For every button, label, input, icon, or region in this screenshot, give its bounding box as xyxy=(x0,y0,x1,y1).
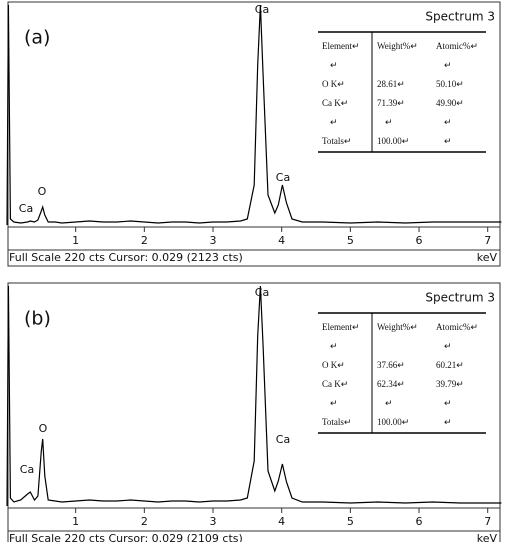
spectrum-line xyxy=(6,4,502,226)
table-header: Weight%↵ xyxy=(377,322,418,332)
x-tick-label: 5 xyxy=(347,515,354,528)
table-cell: ↵ xyxy=(385,117,393,127)
footer: Full Scale 220 cts Cursor: 0.029 (2109 c… xyxy=(9,532,243,542)
x-tick-label: 6 xyxy=(416,234,423,247)
spectrum-title: Spectrum 3 xyxy=(425,291,495,305)
table-cell: 50.10↵ xyxy=(436,79,464,89)
table-header: Atomic%↵ xyxy=(436,41,478,51)
table-cell: 37.66↵ xyxy=(377,360,405,370)
table-cell: ↵ xyxy=(444,398,452,408)
x-tick-label: 4 xyxy=(278,234,285,247)
x-tick-label: 4 xyxy=(278,515,285,528)
table-cell: 49.90↵ xyxy=(436,98,464,108)
table-cell: 62.34↵ xyxy=(377,379,405,389)
x-tick-label: 2 xyxy=(141,234,148,247)
table-cell: ↵ xyxy=(385,398,393,408)
x-tick-label: 2 xyxy=(141,515,148,528)
x-axis-label: keV xyxy=(477,251,498,264)
table-cell: 28.61↵ xyxy=(377,79,405,89)
table-cell: 71.39↵ xyxy=(377,98,405,108)
peak-label: Ca xyxy=(255,286,269,299)
table-bg xyxy=(318,32,486,152)
peak-label: O xyxy=(38,185,47,198)
table-cell: ↵ xyxy=(330,341,338,351)
peak-label: O xyxy=(39,422,48,435)
table-header: Element↵ xyxy=(322,322,360,332)
panel-label: (b) xyxy=(24,308,51,330)
panel-label: (a) xyxy=(24,27,50,49)
peak-label: Ca xyxy=(19,202,33,215)
x-tick-label: 3 xyxy=(210,234,217,247)
x-tick-label: 1 xyxy=(72,515,79,528)
table-header: Atomic%↵ xyxy=(436,322,478,332)
table-cell: Totals↵ xyxy=(322,417,351,427)
peak-label: Ca xyxy=(255,3,269,16)
table-cell: 39.79↵ xyxy=(436,379,464,389)
footer: Full Scale 220 cts Cursor: 0.029 (2123 c… xyxy=(9,251,243,264)
table-cell: ↵ xyxy=(444,341,452,351)
peak-label: Ca xyxy=(20,463,34,476)
table-header: Element↵ xyxy=(322,41,360,51)
table-cell: ↵ xyxy=(330,398,338,408)
table-cell: Ca K↵ xyxy=(322,379,348,389)
table-cell: O K↵ xyxy=(322,79,345,89)
table-cell: 60.21↵ xyxy=(436,360,464,370)
table-bg xyxy=(318,313,486,433)
x-tick-label: 7 xyxy=(484,234,491,247)
table-cell: 100.00↵ xyxy=(377,417,409,427)
x-tick-label: 5 xyxy=(347,234,354,247)
table-cell: ↵ xyxy=(444,136,452,146)
peak-label: Ca xyxy=(276,171,290,184)
table-cell: Totals↵ xyxy=(322,136,351,146)
x-tick-label: 3 xyxy=(210,515,217,528)
x-tick-label: 1 xyxy=(72,234,79,247)
table-cell: Ca K↵ xyxy=(322,98,348,108)
table-cell: O K↵ xyxy=(322,360,345,370)
table-cell: ↵ xyxy=(330,117,338,127)
spectrum-line xyxy=(6,285,502,507)
peak-label: Ca xyxy=(276,433,290,446)
table-cell: ↵ xyxy=(444,117,452,127)
x-axis-label: keV xyxy=(477,532,498,542)
x-tick-label: 7 xyxy=(484,515,491,528)
table-cell: ↵ xyxy=(330,60,338,70)
x-tick-label: 6 xyxy=(416,515,423,528)
table-cell: ↵ xyxy=(444,417,452,427)
table-cell: ↵ xyxy=(444,60,452,70)
table-header: Weight%↵ xyxy=(377,41,418,51)
table-cell: 100.00↵ xyxy=(377,136,409,146)
spectrum-title: Spectrum 3 xyxy=(425,10,495,24)
